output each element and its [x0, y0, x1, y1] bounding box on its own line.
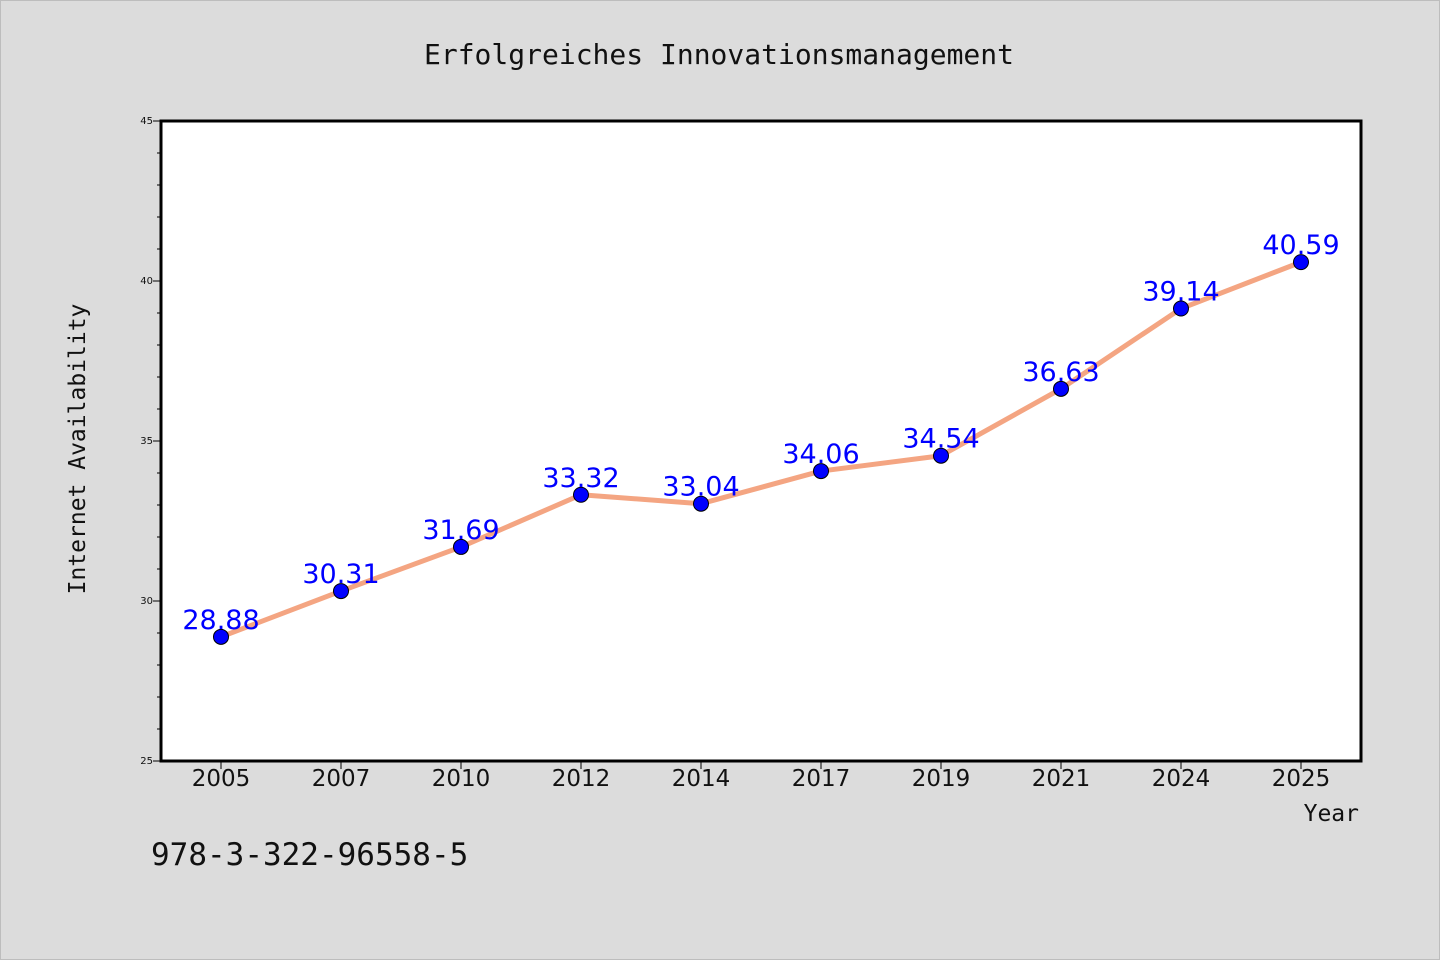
data-label: 40.59 — [1262, 230, 1339, 261]
plot-area — [161, 121, 1361, 761]
y-axis-ticks: 25 30 35 40 45 — [140, 116, 161, 767]
x-tick-label: 2024 — [1152, 766, 1211, 792]
data-point — [813, 463, 829, 480]
x-tick-label: 2005 — [192, 766, 251, 792]
x-tick-label: 2025 — [1272, 766, 1331, 792]
y-tick-label: 40 — [140, 276, 153, 287]
x-axis-ticks: 2005 2007 2010 2012 2014 2017 2019 2021 2024 2025 — [192, 761, 1331, 792]
x-tick-label: 2019 — [912, 766, 971, 792]
y-tick-label: 25 — [140, 756, 153, 767]
data-label: 39.14 — [1142, 277, 1219, 308]
x-axis-label: Year — [1304, 801, 1359, 827]
data-point — [573, 486, 589, 503]
data-labels: 28.88 30.31 31.69 33.32 33.04 34.06 34.54 36.63… — [182, 230, 1339, 636]
series-line — [218, 259, 1304, 640]
data-point — [1173, 300, 1189, 317]
data-point — [453, 538, 469, 555]
x-tick-label: 2007 — [312, 766, 371, 792]
data-point — [933, 447, 949, 464]
chart-title: Erfolgreiches Innovationsmanagement — [424, 38, 1014, 71]
y-axis-label: Internet Availability — [65, 304, 91, 595]
data-label: 33.32 — [542, 463, 619, 494]
data-point — [333, 583, 349, 600]
y-tick-label: 45 — [140, 116, 153, 127]
data-label: 34.54 — [902, 424, 979, 455]
data-label: 30.31 — [302, 559, 379, 590]
data-label: 36.63 — [1022, 357, 1099, 388]
data-point — [1053, 380, 1069, 397]
data-label: 28.88 — [182, 605, 259, 636]
x-tick-label: 2012 — [552, 766, 611, 792]
data-point — [213, 628, 229, 645]
x-tick-label: 2010 — [432, 766, 491, 792]
x-tick-label: 2021 — [1032, 766, 1091, 792]
y-tick-label: 30 — [140, 596, 153, 607]
data-label: 33.04 — [662, 472, 739, 503]
data-label: 31.69 — [422, 515, 499, 546]
data-label: 34.06 — [782, 439, 859, 470]
plot-frame — [159, 119, 1363, 763]
x-tick-label: 2017 — [792, 766, 851, 792]
data-point — [1293, 254, 1309, 271]
isbn-footnote: 978-3-322-96558-5 — [151, 837, 468, 873]
data-point — [693, 495, 709, 512]
data-points — [213, 254, 1309, 645]
y-tick-label: 35 — [140, 436, 153, 447]
x-tick-label: 2014 — [672, 766, 731, 792]
